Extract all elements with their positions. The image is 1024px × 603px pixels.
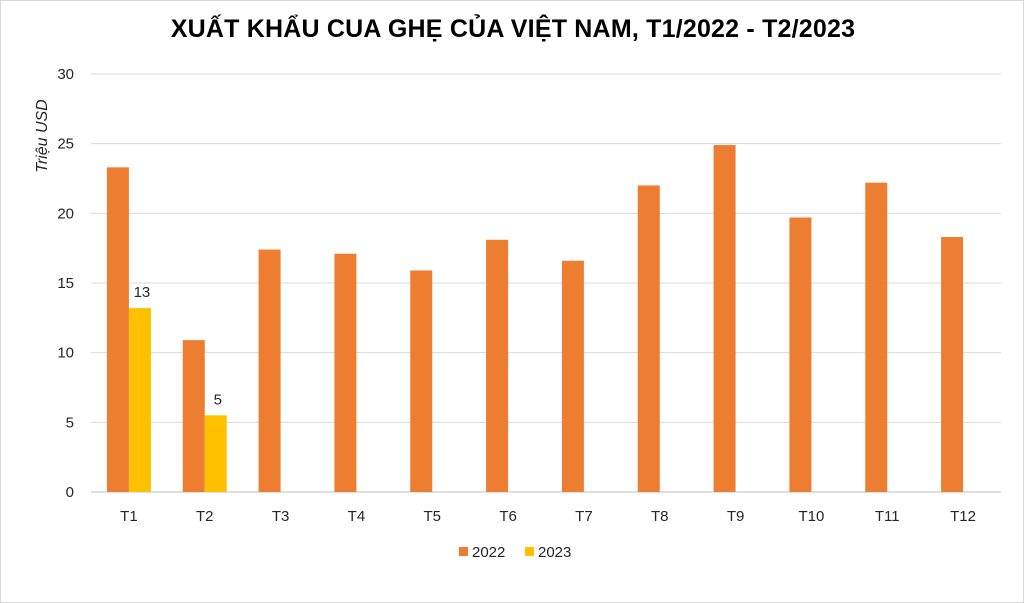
bar-2022-T12 bbox=[941, 237, 964, 492]
y-tick-label: 10 bbox=[57, 345, 74, 362]
y-tick-label: 5 bbox=[66, 414, 74, 431]
x-tick-label: T1 bbox=[120, 508, 138, 525]
bar-2022-T7 bbox=[561, 260, 584, 492]
x-tick-labels: T1 T2 T3 T4 T5 T6 T7 T8 T9 T10 T11 T12 bbox=[120, 508, 976, 525]
bar-2023-T2 bbox=[204, 415, 227, 492]
y-tick-labels: 0 5 10 15 20 25 30 bbox=[57, 66, 74, 501]
chart-title: XUẤT KHẨU CUA GHẸ CỦA VIỆT NAM, T1/2022 … bbox=[170, 15, 856, 43]
y-tick-label: 30 bbox=[57, 66, 74, 83]
legend-swatch bbox=[525, 547, 534, 556]
x-tick-label: T11 bbox=[875, 508, 900, 525]
bars bbox=[106, 145, 964, 492]
gridlines bbox=[91, 73, 1001, 493]
x-tick-label: T5 bbox=[423, 508, 441, 525]
x-tick-label: T4 bbox=[348, 508, 366, 525]
x-tick-label: T3 bbox=[272, 508, 290, 525]
x-tick-label: T10 bbox=[798, 508, 824, 525]
y-tick-label: 0 bbox=[66, 484, 74, 501]
bar-2022-T5 bbox=[410, 270, 433, 492]
bar-2022-T1 bbox=[106, 167, 129, 492]
legend-label: 2023 bbox=[538, 544, 571, 561]
legend: 2022 2023 bbox=[459, 544, 571, 561]
bar-2022-T10 bbox=[789, 217, 812, 492]
y-tick-label: 15 bbox=[57, 275, 74, 292]
legend-label: 2022 bbox=[472, 544, 505, 561]
x-tick-label: T9 bbox=[727, 508, 745, 525]
y-tick-label: 25 bbox=[57, 136, 74, 153]
bar-2022-T2 bbox=[182, 340, 205, 492]
data-label: 13 bbox=[134, 284, 151, 301]
x-tick-label: T8 bbox=[651, 508, 669, 525]
data-label: 5 bbox=[214, 391, 222, 408]
x-tick-label: T6 bbox=[499, 508, 517, 525]
x-tick-label: T12 bbox=[950, 508, 976, 525]
bar-2023-T1 bbox=[128, 308, 151, 492]
bar-2022-T3 bbox=[258, 249, 281, 492]
bar-2022-T11 bbox=[865, 182, 888, 492]
y-tick-label: 20 bbox=[57, 205, 74, 222]
data-labels: 13 5 bbox=[134, 284, 222, 408]
bar-2022-T6 bbox=[486, 239, 509, 492]
bar-2022-T8 bbox=[637, 185, 660, 492]
bar-2022-T4 bbox=[334, 253, 357, 492]
legend-swatch bbox=[459, 547, 468, 556]
x-tick-label: T7 bbox=[575, 508, 593, 525]
x-tick-label: T2 bbox=[196, 508, 214, 525]
y-axis-title: Triệu USD bbox=[34, 99, 51, 173]
bar-2022-T9 bbox=[713, 145, 736, 492]
